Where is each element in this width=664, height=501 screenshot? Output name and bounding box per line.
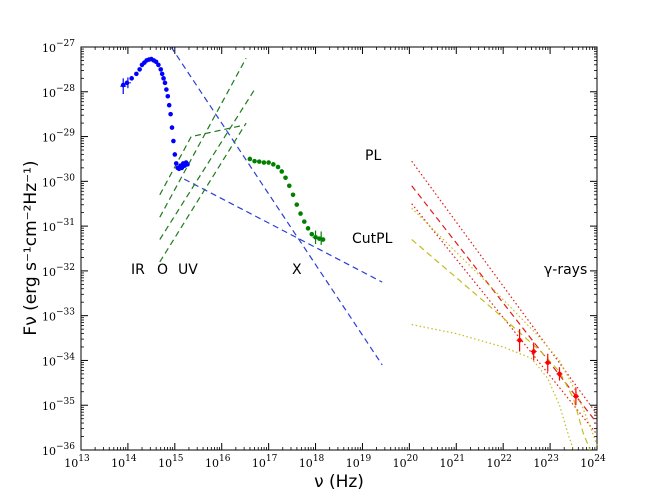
data-point: [313, 235, 318, 240]
band-label-gamma-rays: γ-rays: [544, 262, 587, 278]
y-tick-label: 10−30: [42, 173, 75, 189]
data-point: [290, 192, 296, 198]
x-tick-label: 1017: [252, 454, 278, 470]
data-point: [172, 152, 178, 157]
data-point: [531, 349, 536, 354]
fit-line-blue-dashed-shallow: [183, 178, 383, 283]
y-tick-label: 10−27: [42, 39, 75, 55]
fit-line-CutPL-lower: [411, 324, 575, 451]
x-tick-label: 1021: [440, 454, 465, 470]
data-point: [573, 393, 579, 399]
data-point: [156, 62, 161, 68]
annotations: IR O UV X γ-rays PL CutPL ν (Hz) Fν (erg…: [21, 148, 587, 492]
band-label-uv: UV: [178, 262, 198, 278]
data-point: [168, 111, 173, 117]
fit-line-PL-lower: [411, 203, 598, 435]
x-tick-label: 1013: [64, 454, 90, 470]
data-point: [294, 202, 300, 207]
axis-ticks: 1013 1014 1015 1016 1017 1018 1019 1020 1021 1022…: [42, 39, 606, 470]
data-point: [166, 102, 172, 108]
data-point: [545, 360, 551, 365]
y-tick-label: 10−33: [42, 308, 75, 324]
y-tick-label: 10−28: [42, 84, 75, 100]
band-label-o: O: [157, 262, 168, 278]
data-point: [161, 76, 166, 81]
data-point: [158, 67, 164, 72]
fit-line-CutPL-upper: [411, 207, 598, 446]
legend-label-cutpl: CutPL: [352, 231, 393, 247]
data-points: [120, 56, 579, 406]
data-point: [261, 160, 267, 165]
data-point: [305, 226, 311, 231]
data-point: [557, 371, 562, 377]
data-point: [185, 162, 190, 167]
data-point: [164, 87, 169, 92]
x-axis-title: ν (Hz): [314, 472, 364, 492]
data-point: [266, 160, 271, 165]
data-point: [320, 237, 326, 242]
data-point: [309, 231, 315, 237]
data-point: [162, 80, 168, 86]
data-point: [271, 162, 276, 167]
data-point: [165, 93, 171, 99]
fit-line-green-dashed-2: [159, 57, 247, 218]
data-point: [171, 138, 176, 144]
data-point: [275, 164, 281, 170]
x-tick-label: 1016: [205, 454, 231, 470]
plot-frame: [80, 46, 598, 451]
data-point: [120, 82, 126, 88]
data-point: [159, 71, 165, 77]
fit-line-PL-upper: [411, 160, 598, 415]
fit-line-green-dashed-1: [159, 124, 243, 196]
data-point: [173, 161, 179, 166]
data-point: [286, 183, 292, 189]
x-tick-label: 1024: [580, 454, 606, 470]
fit-line-green-dashed-3: [159, 89, 256, 240]
fit-line-blue-dashed-steep: [170, 46, 383, 366]
fit-lines: [159, 46, 598, 451]
x-tick-label: 1020: [393, 454, 419, 470]
data-point: [252, 158, 257, 164]
data-point: [283, 175, 288, 181]
data-point: [134, 71, 139, 77]
x-tick-label: 1022: [486, 454, 511, 470]
band-label-ir: IR: [131, 262, 145, 278]
x-tick-label: 1023: [533, 454, 559, 470]
data-point: [129, 76, 134, 81]
data-point: [279, 169, 285, 174]
y-tick-label: 10−35: [42, 397, 75, 413]
fit-line-PL-best: [411, 185, 598, 424]
data-point: [124, 80, 130, 86]
y-tick-label: 10−34: [42, 352, 75, 368]
y-tick-label: 10−36: [42, 442, 75, 458]
y-tick-label: 10−31: [42, 218, 75, 234]
data-point: [169, 125, 175, 130]
data-point: [298, 211, 303, 216]
y-axis-title: Fν (erg s⁻¹cm⁻²Hz⁻¹): [21, 160, 41, 335]
y-tick-label: 10−32: [42, 263, 75, 279]
data-point: [517, 337, 522, 343]
data-point: [301, 219, 307, 224]
x-tick-label: 1018: [299, 454, 325, 470]
data-point: [247, 156, 253, 162]
x-tick-label: 1014: [111, 454, 137, 470]
data-point: [256, 159, 262, 164]
data-point: [316, 236, 322, 241]
y-tick-label: 10−29: [42, 129, 75, 145]
data-point: [137, 67, 142, 72]
band-label-x: X: [292, 262, 302, 278]
fit-line-green-dashed-4: [159, 122, 247, 263]
data-point: [153, 59, 159, 65]
fit-line-CutPL-best: [411, 239, 591, 451]
legend-label-pl: PL: [365, 148, 381, 164]
x-tick-label: 1019: [346, 454, 372, 470]
x-tick-label: 1015: [158, 454, 184, 470]
